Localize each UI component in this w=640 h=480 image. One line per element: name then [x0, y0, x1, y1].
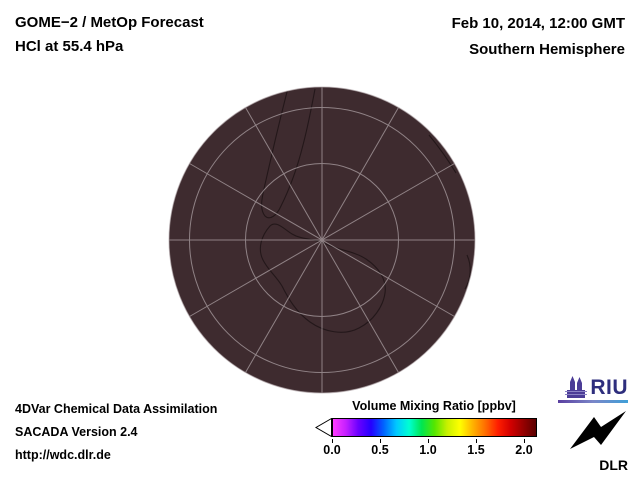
globe-map	[167, 85, 477, 395]
coastline-australia	[464, 254, 471, 290]
url-label: http://wdc.dlr.de	[15, 448, 111, 462]
cathedral-icon	[565, 376, 588, 398]
colorbar-tick	[476, 439, 477, 443]
footer-info: 4DVar Chemical Data Assimilation SACADA …	[15, 398, 217, 467]
riu-logo: RIU	[558, 374, 628, 403]
colorbar-title: Volume Mixing Ratio [ppbv]	[352, 399, 516, 413]
version-label: SACADA Version 2.4	[15, 425, 138, 439]
assimilation-label: 4DVar Chemical Data Assimilation	[15, 402, 218, 416]
dlr-logo-text: DLR	[599, 457, 628, 473]
riu-logo-text: RIU	[590, 376, 628, 399]
colorbar-tick-label: 0.5	[371, 443, 389, 457]
hemisphere-label: Southern Hemisphere	[469, 41, 625, 58]
riu-logo-underline	[558, 400, 628, 403]
colorbar-gradient	[332, 418, 537, 437]
colorbar-tick	[428, 439, 429, 443]
globe-svg	[168, 86, 476, 394]
colorbar-tick	[524, 439, 525, 443]
colorbar-tick-label: 1.0	[419, 443, 437, 457]
dlr-emblem-icon	[570, 411, 626, 449]
species-level-label: HCl at 55.4 hPa	[15, 38, 124, 55]
colorbar-tick-label: 1.5	[467, 443, 485, 457]
datetime-label: Feb 10, 2014, 12:00 GMT	[451, 15, 625, 32]
colorbar-underflow-arrow	[315, 418, 332, 437]
product-title: GOME−2 / MetOp Forecast	[15, 14, 204, 31]
colorbar-tick	[380, 439, 381, 443]
colorbar-tick-label: 0.0	[323, 443, 341, 457]
coastline-south-america	[261, 87, 316, 219]
graticule	[168, 86, 476, 394]
colorbar-tick-label: 2.0	[515, 443, 533, 457]
coastline-africa	[428, 134, 457, 174]
dlr-logo: DLR	[562, 409, 628, 472]
coastlines	[259, 87, 471, 333]
coastline-antarctica	[259, 223, 386, 333]
header-right: Feb 10, 2014, 12:00 GMT Southern Hemisph…	[452, 11, 625, 63]
colorbar-tick	[332, 439, 333, 443]
header-left: GOME−2 / MetOp Forecast HCl at 55.4 hPa	[15, 11, 204, 59]
